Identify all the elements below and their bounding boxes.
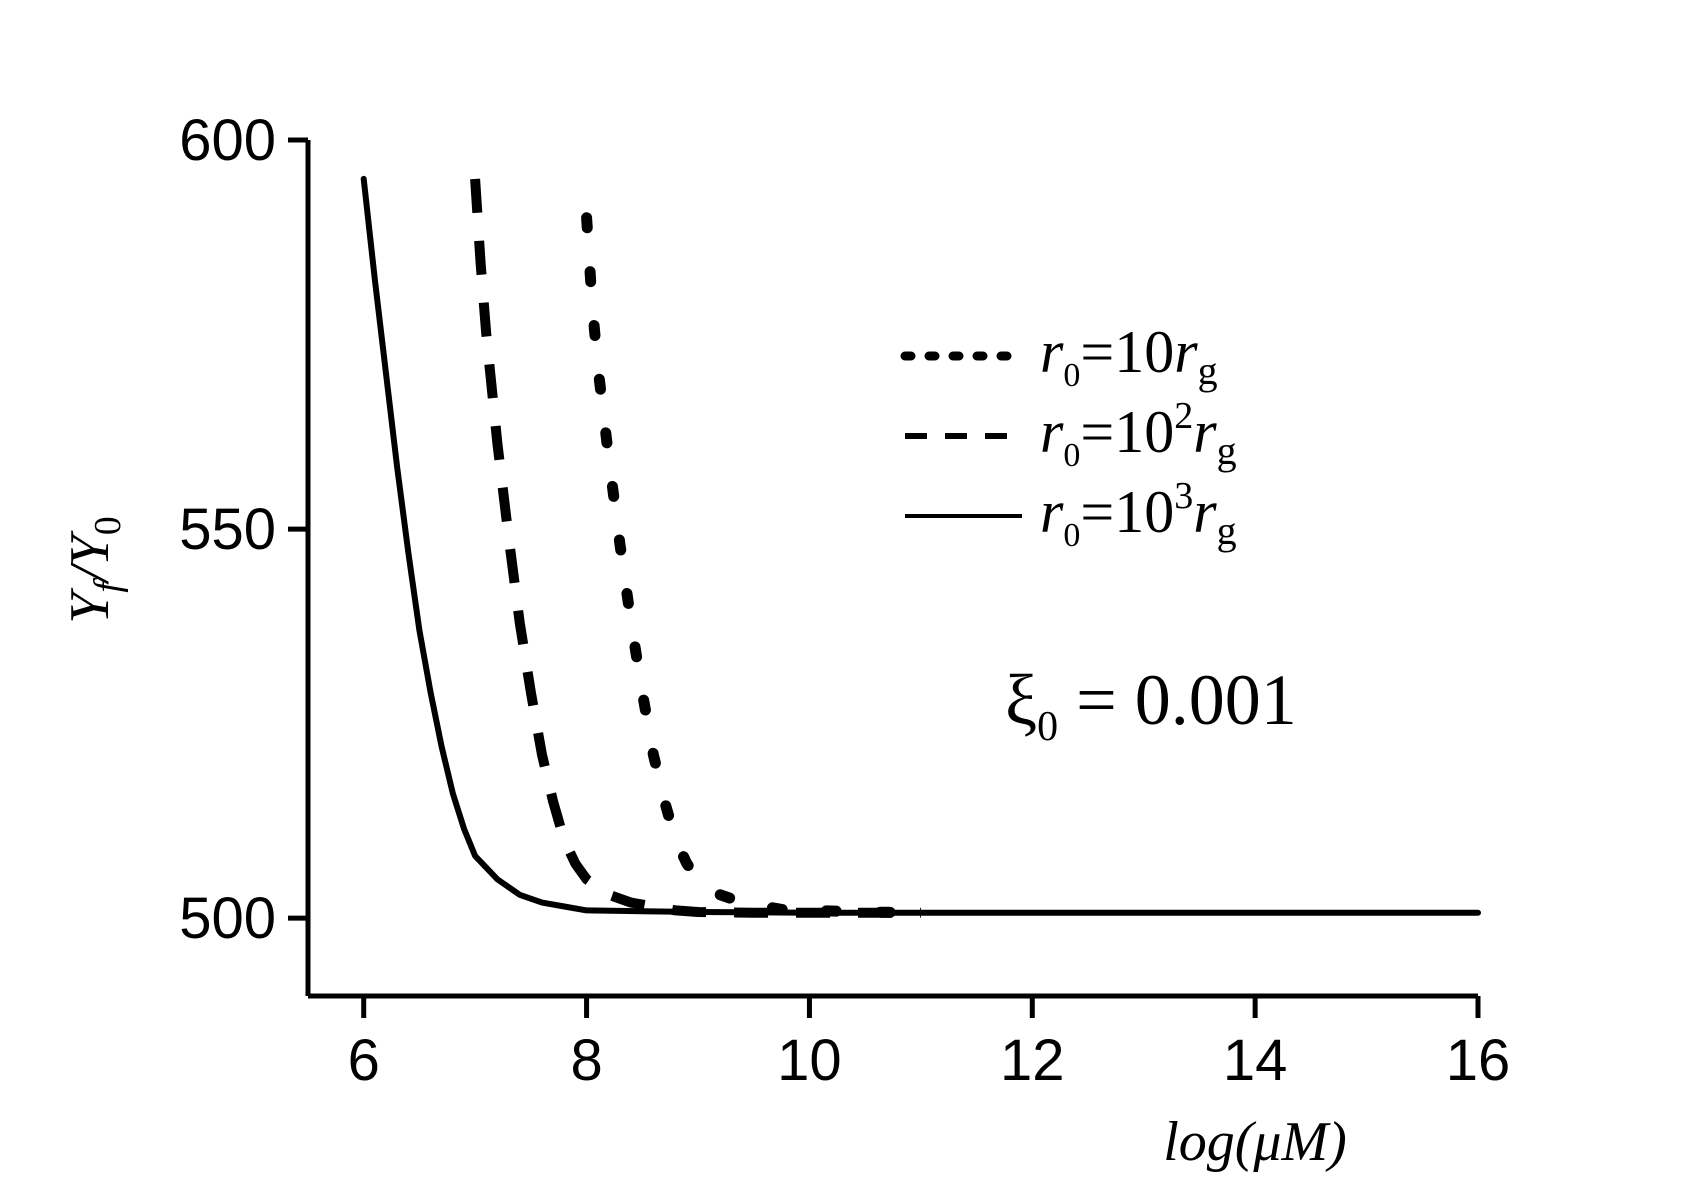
xi-sub: 0 [1037,704,1058,750]
series-line-solid [360,175,1481,916]
x-tick-label: 12 [1000,1028,1065,1093]
y-tick-label: 500 [179,886,276,951]
xi-symbol: ξ [1005,660,1037,740]
x-tick-label: 8 [570,1028,602,1093]
legend-item: r0=10rg [900,319,1218,394]
legend-item: r0=103rg [905,475,1237,554]
series-line-dashed [470,178,921,918]
x-axis-label: log(μM) [1163,1111,1347,1173]
legend-item: r0=102rg [905,395,1237,474]
x-tick-label: 16 [1446,1028,1511,1093]
x-tick-label: 14 [1223,1028,1288,1093]
y-label-main2: Y [59,529,121,566]
legend-label: r0=103rg [1040,475,1237,554]
x-tick-label: 10 [777,1028,842,1093]
y-tick-label: 600 [179,108,276,173]
xi-annotation: ξ0 = 0.001 [1005,660,1297,750]
y-tick-label: 550 [179,497,276,562]
x-ticks: 6 8 10 12 14 16 [348,996,1511,1093]
y-label-slash: / [59,562,121,585]
svg-text:Yf/Y0: Yf/Y0 [59,516,129,623]
y-ticks: 500 550 600 [179,108,308,951]
x-tick-label: 6 [348,1028,380,1093]
y-label-main: Y [59,587,121,624]
y-label-sub2: 0 [87,516,129,535]
legend-label: r0=102rg [1040,395,1237,474]
legend-label: r0=10rg [1040,319,1218,394]
series-line-dotted [581,212,927,919]
y-axis-label: Yf/Y0 [59,516,129,623]
series-layer [360,175,1481,919]
xi-value: = 0.001 [1058,660,1297,740]
axes: 500 550 600 6 8 10 12 14 16 [179,108,1510,1093]
